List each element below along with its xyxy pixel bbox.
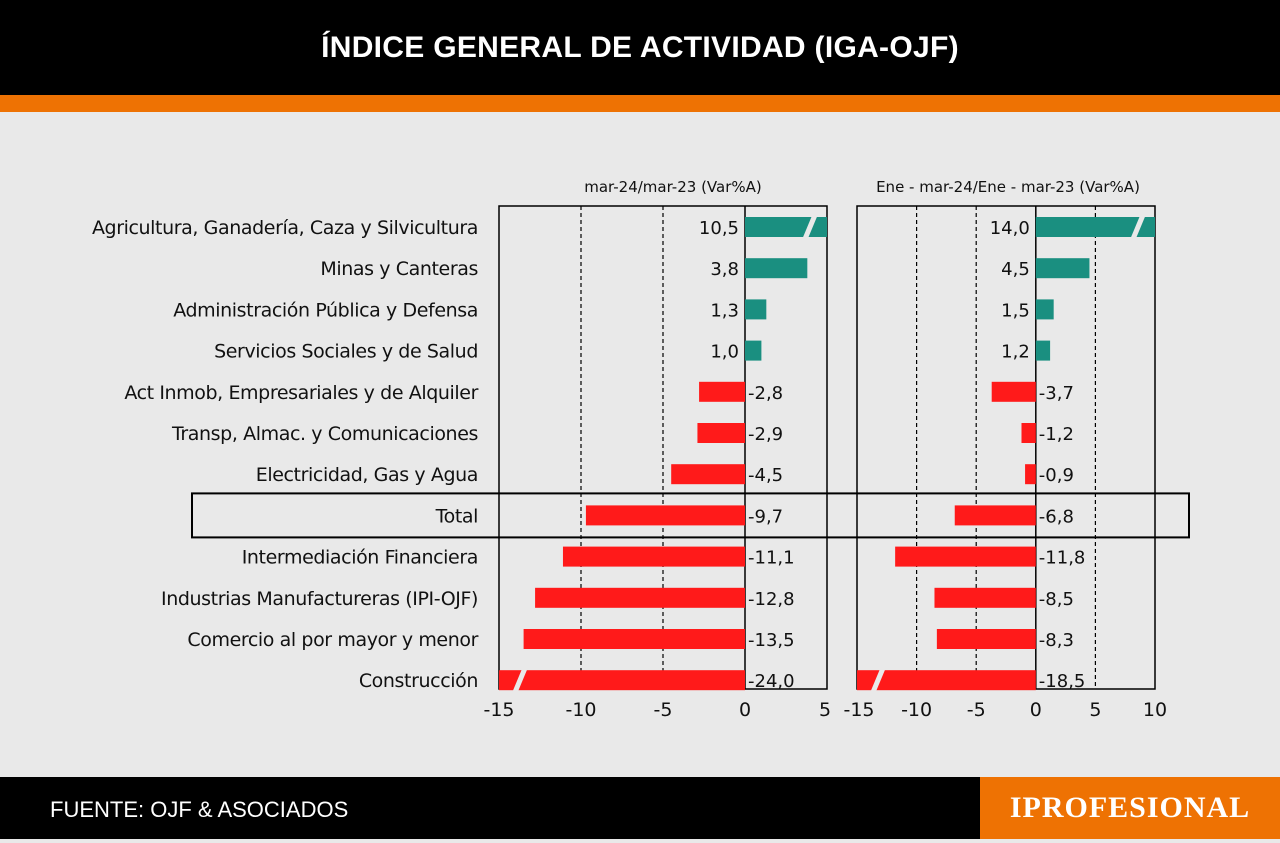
- tick-label: 0: [739, 699, 751, 721]
- value-label: -2,8: [748, 383, 783, 404]
- accent-stripe: [0, 95, 1280, 112]
- axis-break-marker: [802, 214, 818, 240]
- value-label: -6,8: [1039, 506, 1074, 527]
- value-label: 10,5: [699, 218, 739, 239]
- bar: [1035, 217, 1155, 237]
- bar: [895, 546, 1036, 567]
- tick-label: -5: [967, 699, 986, 721]
- chart-panel: Agricultura, Ganadería, Caza y Silvicult…: [0, 112, 1280, 777]
- tick-label: -10: [565, 699, 596, 721]
- category-label: Minas y Canteras: [320, 258, 478, 280]
- tick-label: 5: [1089, 699, 1101, 721]
- bar: [1025, 464, 1036, 485]
- value-label: -11,1: [748, 548, 795, 569]
- category-label: Transp, Almac. y Comunicaciones: [171, 423, 478, 445]
- value-label: 1,2: [1001, 342, 1030, 363]
- category-label: Industrias Manufactureras (IPI-OJF): [161, 588, 478, 610]
- value-label: -11,8: [1039, 548, 1086, 569]
- category-label: Administración Pública y Defensa: [173, 299, 478, 321]
- category-label: Comercio al por mayor y menor: [187, 629, 478, 651]
- category-label: Act Inmob, Empresariales y de Alquiler: [124, 382, 478, 404]
- chart-svg: Agricultura, Ganadería, Caza y Silvicult…: [92, 178, 1190, 721]
- value-label: 3,8: [710, 259, 739, 280]
- tick-label: -15: [843, 699, 874, 721]
- value-label: 1,5: [1001, 300, 1030, 321]
- bar: [699, 381, 745, 402]
- bar: [1021, 423, 1036, 443]
- bar: [936, 629, 1036, 649]
- bar: [1035, 258, 1090, 279]
- category-label: Construcción: [359, 670, 478, 692]
- axis-break-marker: [512, 667, 528, 694]
- value-label: -13,5: [748, 630, 795, 651]
- value-label: 1,3: [710, 300, 739, 321]
- category-label: Total: [435, 505, 478, 527]
- bar: [991, 381, 1036, 402]
- value-label: -2,9: [748, 424, 783, 445]
- bar: [954, 505, 1036, 526]
- header-bar: ÍNDICE GENERAL DE ACTIVIDAD (IGA-OJF): [0, 0, 1280, 95]
- axis-break-marker: [870, 667, 886, 694]
- tick-label: 0: [1030, 699, 1042, 721]
- bar: [499, 670, 745, 691]
- value-label: -8,3: [1039, 630, 1074, 651]
- value-label: 14,0: [990, 218, 1030, 239]
- bar: [745, 299, 767, 320]
- page-title: ÍNDICE GENERAL DE ACTIVIDAD (IGA-OJF): [321, 30, 959, 64]
- value-label: -0,9: [1039, 465, 1074, 486]
- bar: [1035, 340, 1051, 361]
- value-label: 4,5: [1001, 259, 1030, 280]
- tick-label: 10: [1143, 699, 1167, 721]
- tick-label: -10: [901, 699, 932, 721]
- tick-label: 5: [819, 699, 831, 721]
- bar: [745, 340, 762, 361]
- category-label: Servicios Sociales y de Salud: [214, 341, 478, 363]
- bar: [697, 423, 745, 443]
- brand-logo: IPROFESIONAL: [980, 777, 1280, 839]
- panel-title: mar-24/mar-23 (Var%A): [584, 178, 762, 196]
- axis-break-marker: [1130, 214, 1146, 240]
- value-label: -3,7: [1039, 383, 1074, 404]
- total-highlight-box: [191, 492, 1190, 539]
- bar: [934, 587, 1036, 608]
- tick-label: -5: [654, 699, 673, 721]
- footer-bar: FUENTE: OJF & ASOCIADOS IPROFESIONAL: [0, 777, 1280, 839]
- value-label: -9,7: [748, 506, 783, 527]
- value-label: -18,5: [1039, 671, 1086, 692]
- bar: [535, 587, 745, 608]
- bar: [562, 546, 745, 567]
- category-label: Electricidad, Gas y Agua: [256, 464, 478, 486]
- bar: [857, 670, 1036, 691]
- value-label: -12,8: [748, 589, 795, 610]
- bar: [585, 505, 745, 526]
- category-label: Agricultura, Ganadería, Caza y Silvicult…: [92, 217, 478, 239]
- value-label: -8,5: [1039, 589, 1074, 610]
- panel-title: Ene - mar-24/Ene - mar-23 (Var%A): [876, 178, 1140, 196]
- category-label: Intermediación Financiera: [242, 547, 478, 569]
- value-label: -1,2: [1039, 424, 1074, 445]
- value-label: 1,0: [710, 342, 739, 363]
- bar: [671, 464, 745, 485]
- bar: [745, 258, 808, 279]
- bar: [1035, 299, 1054, 320]
- tick-label: -15: [483, 699, 514, 721]
- value-label: -24,0: [748, 671, 795, 692]
- source-text: FUENTE: OJF & ASOCIADOS: [50, 797, 349, 822]
- bar: [523, 629, 745, 649]
- value-label: -4,5: [748, 465, 783, 486]
